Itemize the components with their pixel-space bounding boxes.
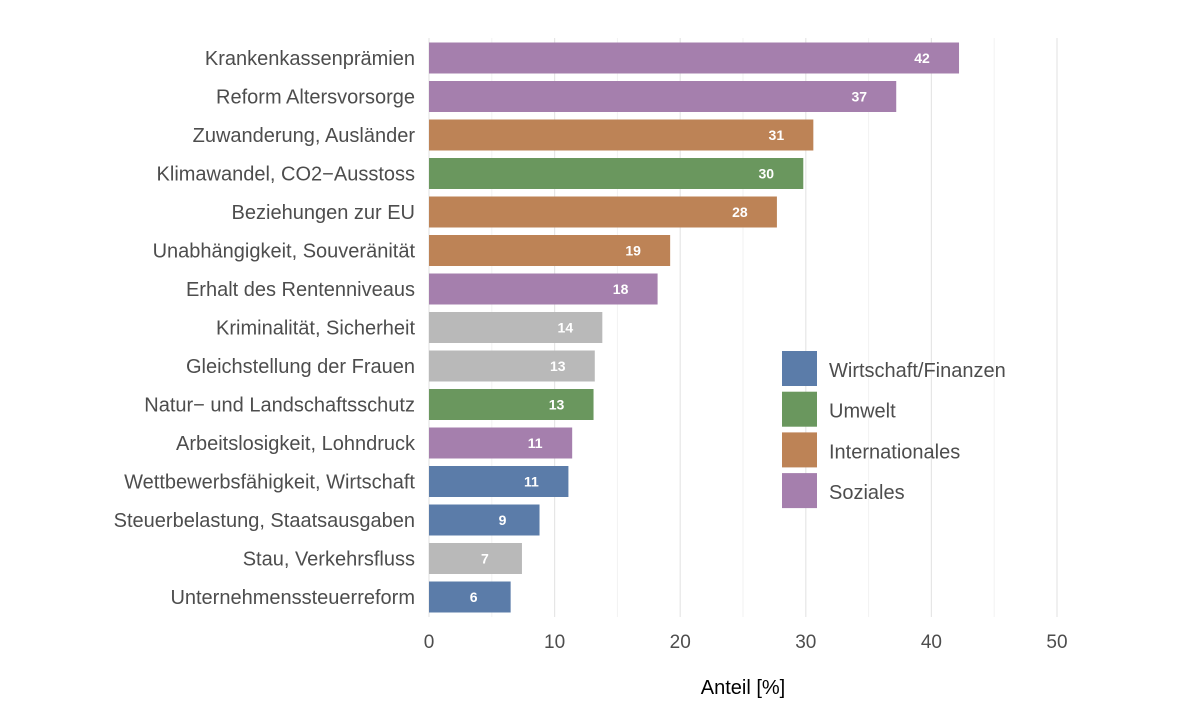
category-label: Zuwanderung, Ausländer [193, 125, 416, 147]
category-labels: Krankenkassenprämien Reform Altersvorsorg… [114, 48, 416, 609]
x-tick-label: 0 [424, 632, 435, 653]
category-label: Reform Altersvorsorge [216, 87, 415, 109]
legend-swatch [782, 473, 817, 509]
bar [429, 389, 594, 420]
data-label: 18 [613, 281, 629, 297]
x-tick-labels: 0 10 20 30 40 50 [424, 632, 1068, 653]
category-label: Unternehmenssteuerreform [170, 587, 415, 609]
bars: 42 37 31 30 28 19 18 14 13 13 11 11 9 7 6 [429, 42, 960, 613]
bar [429, 81, 897, 112]
category-label: Krankenkassenprämien [205, 48, 415, 70]
legend: Wirtschaft/Finanzen Umwelt Internationales… [782, 351, 1006, 509]
bar [429, 427, 573, 459]
bar [429, 543, 522, 574]
x-tick-label: 10 [544, 632, 565, 653]
category-label: Unabhängigkeit, Souveränität [153, 241, 416, 263]
category-label: Erhalt des Rentenniveaus [186, 279, 415, 301]
legend-swatch [782, 391, 817, 427]
bar [429, 466, 569, 497]
category-label: Klimawandel, CO2−Ausstoss [157, 164, 415, 186]
x-tick-label: 30 [795, 632, 816, 653]
bar [429, 196, 777, 228]
x-tick-label: 50 [1046, 632, 1067, 653]
legend-label: Internationales [829, 441, 960, 463]
legend-swatch [782, 351, 817, 386]
bar [429, 273, 658, 305]
legend-label: Umwelt [829, 401, 896, 423]
data-label: 19 [625, 243, 641, 259]
data-label: 11 [528, 435, 543, 451]
data-label: 13 [550, 358, 566, 374]
bar [429, 119, 814, 151]
data-label: 6 [470, 589, 478, 605]
category-label: Steuerbelastung, Staatsausgaben [114, 510, 415, 532]
x-tick-label: 20 [670, 632, 691, 653]
data-label: 42 [914, 50, 930, 66]
bar [429, 235, 671, 266]
category-label: Kriminalität, Sicherheit [216, 318, 415, 340]
data-label: 31 [769, 127, 785, 143]
category-label: Wettbewerbsfähigkeit, Wirtschaft [124, 472, 415, 494]
legend-swatch [782, 432, 817, 468]
category-label: Stau, Verkehrsfluss [243, 549, 415, 571]
category-label: Natur− und Landschaftsschutz [144, 395, 415, 417]
bar [429, 504, 540, 536]
legend-label: Wirtschaft/Finanzen [829, 360, 1006, 382]
data-label: 7 [481, 551, 489, 567]
bar [429, 350, 595, 382]
category-label: Arbeitslosigkeit, Lohndruck [176, 433, 416, 455]
data-label: 13 [549, 397, 565, 413]
legend-label: Soziales [829, 482, 905, 504]
bar [429, 42, 960, 74]
data-label: 9 [499, 512, 507, 528]
bar [429, 158, 804, 189]
x-axis-label: Anteil [%] [701, 677, 785, 699]
data-label: 14 [558, 320, 574, 336]
data-label: 11 [524, 474, 539, 490]
bar [429, 581, 511, 613]
category-label: Gleichstellung der Frauen [186, 356, 415, 378]
x-tick-label: 40 [921, 632, 942, 653]
bar [429, 312, 603, 343]
category-label: Beziehungen zur EU [232, 202, 415, 224]
data-label: 37 [851, 89, 867, 105]
data-label: 28 [732, 204, 748, 220]
data-label: 30 [758, 166, 774, 182]
